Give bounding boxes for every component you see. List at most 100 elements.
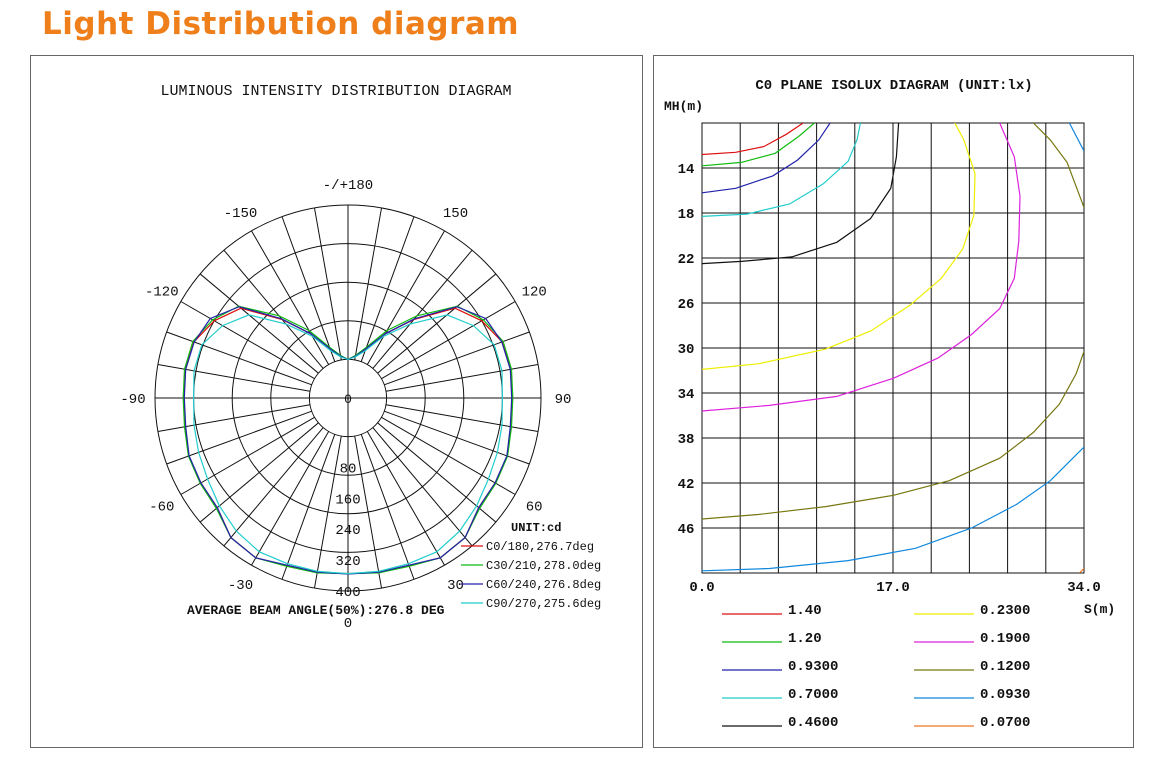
isolux-legend-label: 0.2300	[980, 603, 1030, 619]
polar-grid-spoke	[281, 434, 336, 580]
polar-legend-label: C30/210,278.0deg	[486, 559, 601, 573]
isolux-contour-line	[1032, 123, 1084, 208]
polar-angle-label: -60	[149, 500, 174, 516]
polar-angle-label: -150	[224, 206, 258, 222]
isolux-y-tick-label: 42	[678, 477, 695, 493]
polar-legend-label: C60/240,276.8deg	[486, 578, 601, 592]
polar-grid-spoke	[385, 404, 539, 433]
polar-angle-label: -90	[120, 392, 145, 408]
page-title: Light Distribution diagram	[42, 6, 520, 42]
polar-grid-spoke	[223, 427, 324, 547]
isolux-curves	[702, 123, 1084, 573]
polar-grid-spoke	[281, 216, 336, 362]
isolux-y-tick-label: 26	[678, 297, 695, 313]
isolux-legend-label: 1.20	[788, 631, 822, 647]
polar-angle-label: -30	[228, 578, 253, 594]
polar-radial-label: 80	[340, 461, 357, 477]
isolux-legend-label: 0.1900	[980, 631, 1030, 647]
isolux-x-tick-label: 0.0	[689, 580, 714, 596]
isolux-contour-line	[702, 123, 861, 217]
polar-radial-label: 240	[335, 523, 360, 539]
isolux-title: C0 PLANE ISOLUX DIAGRAM (UNIT:lx)	[755, 78, 1032, 94]
polar-title: LUMINOUS INTENSITY DISTRIBUTION DIAGRAM	[160, 83, 511, 100]
isolux-y-tick-label: 30	[678, 342, 695, 358]
isolux-contour-line	[702, 123, 976, 370]
isolux-y-axis-label: MH(m)	[664, 99, 703, 114]
isolux-contour-line	[702, 446, 1084, 572]
polar-legend-label: C90/270,275.6deg	[486, 597, 601, 611]
isolux-contour-line	[702, 123, 1021, 412]
polar-grid-spoke	[381, 416, 516, 495]
polar-grid-spoke	[381, 301, 516, 380]
isolux-chart-panel: C0 PLANE ISOLUX DIAGRAM (UNIT:lx) MH(m) 14…	[653, 55, 1134, 748]
isolux-contour-line	[702, 123, 831, 194]
isolux-y-tick-label: 14	[678, 162, 695, 178]
polar-grid-spoke	[366, 431, 445, 566]
polar-angle-label: 30	[447, 578, 464, 594]
isolux-y-tick-label: 38	[678, 432, 695, 448]
polar-grid-spoke	[372, 249, 473, 369]
isolux-x-axis-label: S(m)	[1084, 602, 1115, 617]
isolux-contour-line	[702, 351, 1084, 520]
polar-grid-spoke	[354, 207, 383, 361]
isolux-contour-line	[1068, 123, 1084, 152]
polar-legend-label: C0/180,276.7deg	[486, 540, 594, 554]
polar-grid-spoke	[166, 410, 312, 465]
isolux-contour-line	[702, 123, 804, 156]
isolux-legend-label: 0.9300	[788, 659, 838, 675]
polar-unit-label: UNIT:cd	[511, 521, 561, 535]
polar-grid-spoke	[366, 230, 445, 365]
isolux-y-tick-label: 46	[678, 522, 695, 538]
isolux-contour-line	[1079, 568, 1084, 573]
polar-grid-spoke	[199, 422, 319, 523]
isolux-x-tick-label: 34.0	[1067, 580, 1101, 596]
isolux-contour-line	[702, 123, 900, 265]
polar-angle-label: 0	[344, 616, 352, 632]
polar-angle-label: 60	[526, 500, 543, 516]
polar-grid-spoke	[313, 435, 342, 589]
polar-series-curve	[192, 314, 504, 575]
polar-grid-spoke	[385, 363, 539, 392]
isolux-y-tick-label: 22	[678, 252, 695, 268]
polar-grid-spoke	[354, 435, 383, 589]
polar-grid-spoke	[384, 410, 530, 465]
polar-distribution-chart: LUMINOUS INTENSITY DISTRIBUTION DIAGRAM 0…	[120, 83, 601, 632]
polar-grid-spoke	[251, 230, 330, 365]
polar-footer-beam-angle: AVERAGE BEAM ANGLE(50%):276.8 DEG	[187, 603, 445, 618]
polar-angle-label: -/+180	[323, 178, 373, 194]
polar-radial-label: 0	[344, 392, 352, 407]
isolux-legend-label: 0.1200	[980, 659, 1030, 675]
polar-grid-spoke	[313, 207, 342, 361]
polar-grid-spoke	[360, 216, 415, 362]
polar-grid-spoke	[157, 363, 311, 392]
polar-grid-spoke	[377, 273, 497, 374]
polar-angle-label: 150	[443, 206, 468, 222]
polar-grid-spoke	[199, 273, 319, 374]
polar-chart-panel: LUMINOUS INTENSITY DISTRIBUTION DIAGRAM 0…	[30, 55, 643, 748]
isolux-legend-label: 0.7000	[788, 687, 838, 703]
isolux-diagram-chart: C0 PLANE ISOLUX DIAGRAM (UNIT:lx) MH(m) 14…	[664, 78, 1115, 731]
isolux-legend-label: 0.0700	[980, 715, 1030, 731]
isolux-y-tick-label: 18	[678, 207, 695, 223]
polar-angle-label: -120	[145, 285, 179, 301]
polar-angle-label: 120	[522, 285, 547, 301]
polar-grid-spoke	[157, 404, 311, 433]
isolux-legend-label: 1.40	[788, 603, 822, 619]
polar-grid-spoke	[377, 422, 497, 523]
isolux-contour-line	[702, 123, 815, 167]
polar-grid-spoke	[223, 249, 324, 369]
polar-grid-spoke	[372, 427, 473, 547]
polar-grid-spoke	[251, 431, 330, 566]
isolux-x-tick-label: 17.0	[876, 580, 910, 596]
polar-grid-spoke	[360, 434, 415, 580]
isolux-legend-label: 0.0930	[980, 687, 1030, 703]
polar-radial-label: 320	[335, 554, 360, 570]
polar-grid-spoke	[180, 301, 315, 380]
polar-radial-label: 160	[335, 492, 360, 508]
polar-grid-spoke	[384, 331, 530, 386]
polar-grid-spoke	[166, 331, 312, 386]
polar-angle-label: 90	[555, 392, 572, 408]
isolux-legend-label: 0.4600	[788, 715, 838, 731]
polar-radial-label: 400	[335, 585, 360, 601]
isolux-y-tick-label: 34	[678, 387, 695, 403]
